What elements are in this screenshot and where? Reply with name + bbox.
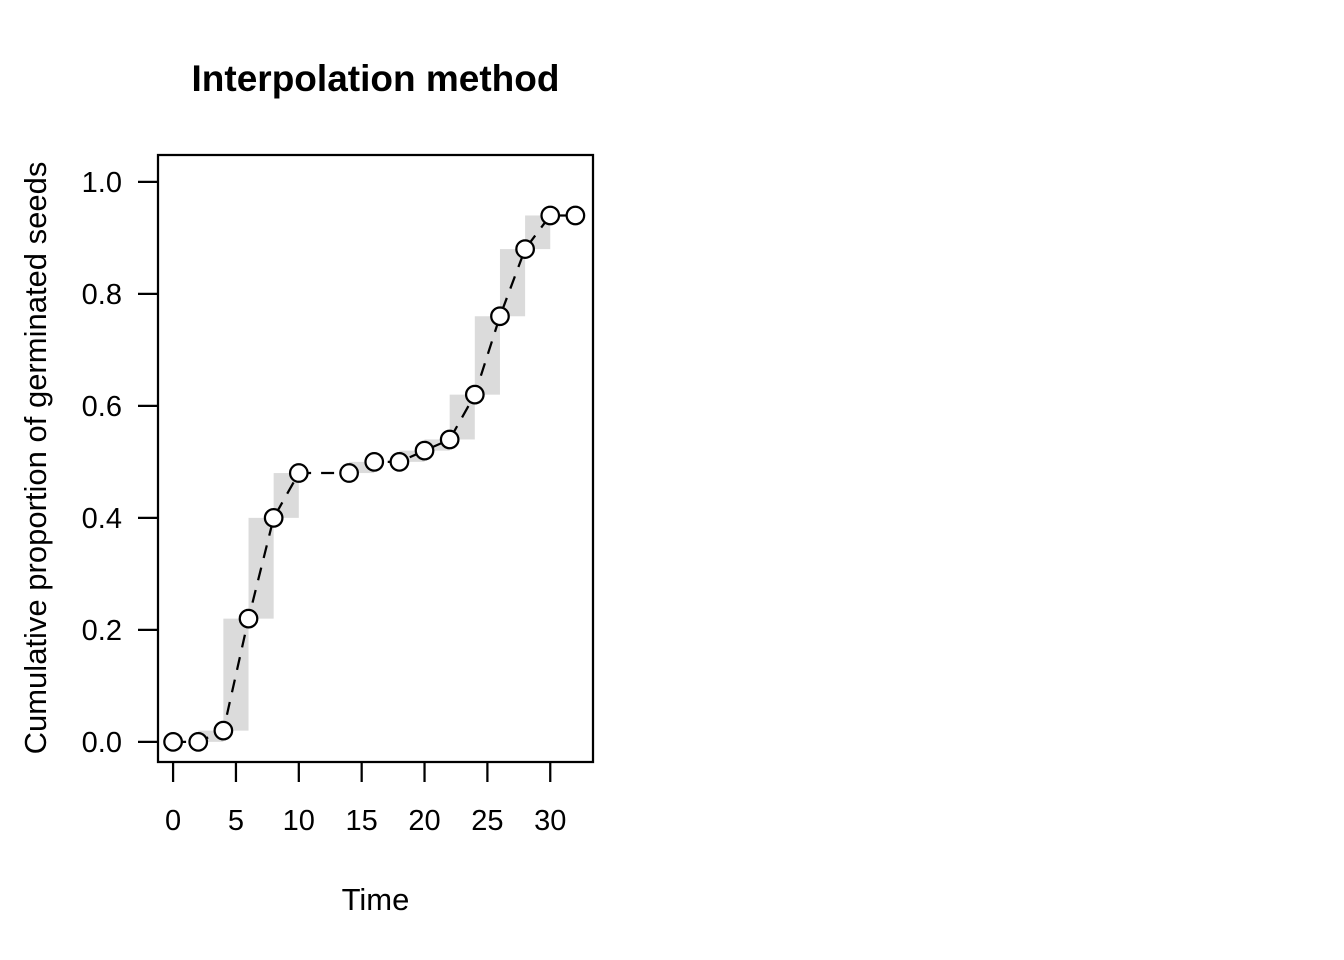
x-tick-label: 15 [346, 805, 378, 837]
data-point [213, 720, 234, 741]
data-point [565, 205, 586, 226]
y-tick-label: 0.6 [82, 391, 122, 423]
interpolation-line [173, 214, 576, 743]
chart-title: Interpolation method [191, 58, 560, 99]
data-point [364, 451, 385, 472]
data-point [439, 429, 460, 450]
data-point [339, 463, 359, 483]
plot-box [156, 153, 595, 764]
x-tick-label: 5 [228, 805, 244, 837]
y-tick-label: 0.4 [82, 503, 122, 535]
data-point [238, 608, 259, 629]
x-axis-label: Time [341, 882, 410, 917]
y-axis-label: Cumulative proportion of germinated seed… [18, 161, 53, 755]
x-tick-label: 20 [408, 805, 440, 837]
y-tick-label: 1.0 [82, 167, 122, 199]
data-point [389, 451, 410, 472]
y-tick-label: 0.8 [82, 279, 122, 311]
x-tick-label: 0 [165, 805, 181, 837]
data-point [540, 205, 561, 226]
y-tick-label: 0.2 [82, 615, 122, 647]
interpolation-band [349, 461, 375, 474]
data-point [188, 731, 209, 752]
x-tick-label: 25 [471, 805, 503, 837]
data-point [163, 731, 183, 752]
x-tick-label: 30 [534, 805, 566, 837]
data-point [414, 440, 435, 461]
data-point [490, 306, 510, 327]
x-tick-label: 10 [283, 805, 315, 837]
data-point [288, 463, 309, 483]
data-point [263, 507, 284, 528]
data-point [464, 384, 485, 405]
data-point [515, 239, 535, 259]
interpolation-band [198, 730, 224, 742]
y-tick-label: 0.0 [82, 727, 122, 759]
